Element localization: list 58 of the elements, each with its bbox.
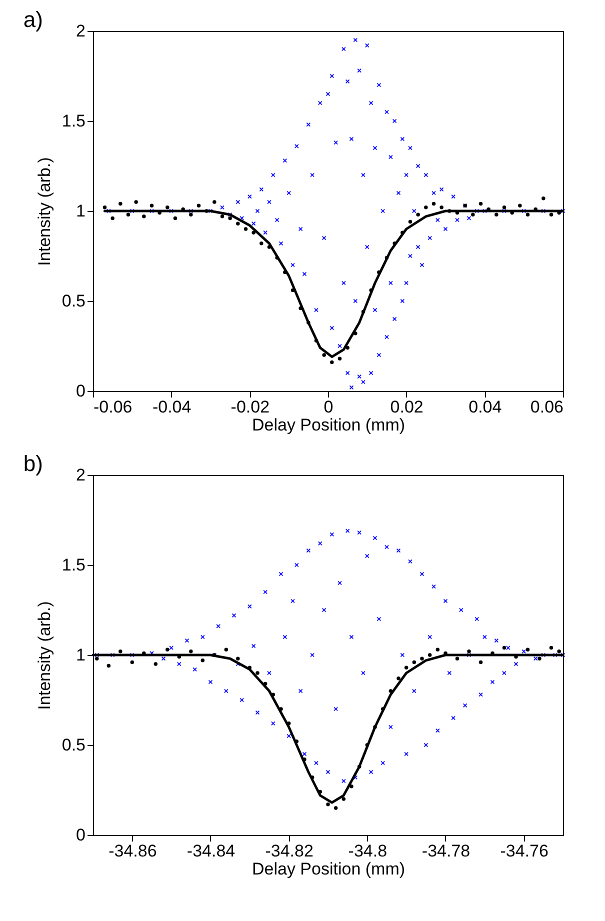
- point: [130, 660, 134, 664]
- y-tick-label: 1.5: [62, 112, 86, 130]
- point: [526, 648, 530, 652]
- chart-title: b): [23, 451, 43, 476]
- point: [326, 802, 330, 806]
- x-tick-label: -34.82: [265, 842, 314, 860]
- point: [350, 784, 354, 788]
- point: [189, 650, 193, 654]
- y-axis-title: Intensity (arb.): [34, 601, 54, 710]
- point: [549, 646, 554, 650]
- y-tick-label: 1: [76, 202, 86, 220]
- x-tick-label: 0.04: [468, 398, 502, 416]
- point: [455, 656, 460, 660]
- x-tick-label: -34.86: [108, 842, 157, 860]
- y-tick-label: 0.5: [62, 736, 86, 754]
- point: [467, 650, 471, 654]
- y-tick-label: 2: [76, 466, 86, 484]
- x-tick-label: -34.78: [422, 842, 470, 860]
- point: [538, 656, 542, 660]
- point: [557, 650, 561, 654]
- x-axis-title: Delay Position (mm): [252, 416, 406, 434]
- point: [224, 648, 228, 652]
- x-axis-title: Delay Position (mm): [252, 860, 406, 878]
- y-tick-label: 1.5: [62, 556, 86, 574]
- point: [412, 660, 416, 664]
- chart-title: a): [23, 7, 43, 32]
- x-tick-label: -34.8: [348, 842, 388, 860]
- x-tick-label: -34.84: [186, 842, 236, 860]
- point: [428, 653, 432, 657]
- point: [154, 662, 158, 666]
- point: [478, 660, 483, 664]
- x-tick-label: -0.02: [230, 398, 270, 416]
- point: [334, 806, 338, 810]
- point: [420, 656, 424, 660]
- x-tick-label: 0.02: [390, 398, 424, 416]
- point: [106, 664, 111, 668]
- y-tick-label: 1: [76, 646, 86, 664]
- point: [404, 666, 408, 670]
- point: [502, 646, 506, 650]
- y-axis-title: Intensity (arb.): [34, 157, 54, 266]
- point: [118, 650, 122, 654]
- point: [95, 656, 99, 660]
- point: [256, 671, 260, 675]
- point: [396, 676, 400, 680]
- y-tick-label: 0: [76, 826, 86, 844]
- point: [436, 648, 440, 652]
- y-tick-label: 2: [76, 22, 86, 40]
- point: [166, 648, 170, 652]
- point: [200, 658, 205, 662]
- x-tick-label: -0.04: [152, 398, 192, 416]
- point: [236, 656, 240, 660]
- point: [342, 797, 346, 801]
- x-tick-label: 0: [324, 398, 334, 416]
- x-tick-label: 0.06: [530, 398, 564, 416]
- y-tick-label: 0.5: [62, 292, 86, 310]
- x-tick-label: -0.06: [94, 398, 132, 416]
- y-tick-label: 0: [76, 382, 86, 400]
- x-tick-label: -34.76: [500, 842, 548, 860]
